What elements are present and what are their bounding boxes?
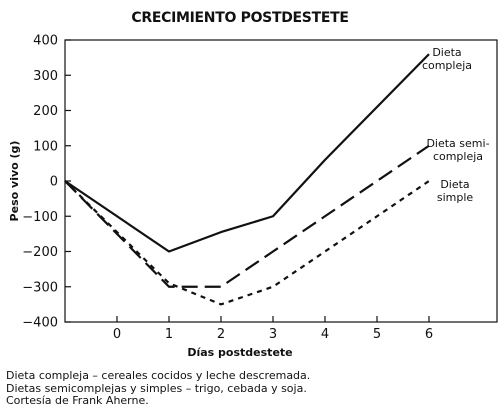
x-axis-label: Días postdestete [187, 346, 292, 359]
y-tick-label: −200 [22, 245, 58, 260]
series-label-simple: Dieta simple [437, 178, 474, 204]
x-tick-label: 6 [425, 327, 433, 342]
y-tick-label: 300 [33, 69, 58, 84]
plot-frame [64, 39, 498, 323]
x-tick-label: 0 [113, 327, 121, 342]
x-tick-label: 5 [373, 327, 381, 342]
x-tick-label: 1 [165, 327, 173, 342]
caption-line: Dieta compleja – cereales cocidos y lech… [6, 369, 311, 382]
y-axis: −400 −300 −200 −100 0 100 200 300 400 [22, 34, 71, 331]
x-tick-label: 4 [321, 327, 329, 342]
y-tick-label: 100 [33, 139, 58, 154]
chart-title: CRECIMIENTO POSTDESTETE [131, 10, 348, 26]
caption-line: Dietas semicomplejas y simples – trigo, … [6, 381, 307, 395]
x-tick-label: 3 [269, 327, 277, 342]
series-label-compleja: Dieta compleja [422, 46, 472, 72]
caption: Dieta compleja – cereales cocidos y lech… [6, 369, 494, 408]
series-line-simple [64, 180, 430, 306]
series-labels: Dieta compleja Dieta semi-compleja Dieta sim… [422, 46, 490, 204]
series-line-semicompleja [64, 144, 430, 288]
y-tick-label: −300 [22, 280, 58, 295]
x-axis: 0 1 2 3 4 5 6 [113, 316, 433, 342]
x-tick-label: 2 [217, 327, 225, 342]
y-tick-label: 200 [33, 104, 58, 119]
series-label-semicompleja: Dieta semi-compleja [426, 137, 489, 163]
caption-line: Cortesía de Frank Aherne. [6, 394, 149, 407]
series-line-compleja [64, 53, 430, 253]
y-axis-label: Peso vivo (g) [8, 141, 21, 222]
series-lines [64, 53, 430, 306]
y-tick-label: −400 [22, 316, 58, 331]
y-tick-label: 0 [50, 175, 58, 190]
y-tick-label: 400 [33, 34, 58, 49]
y-tick-label: −100 [22, 210, 58, 225]
